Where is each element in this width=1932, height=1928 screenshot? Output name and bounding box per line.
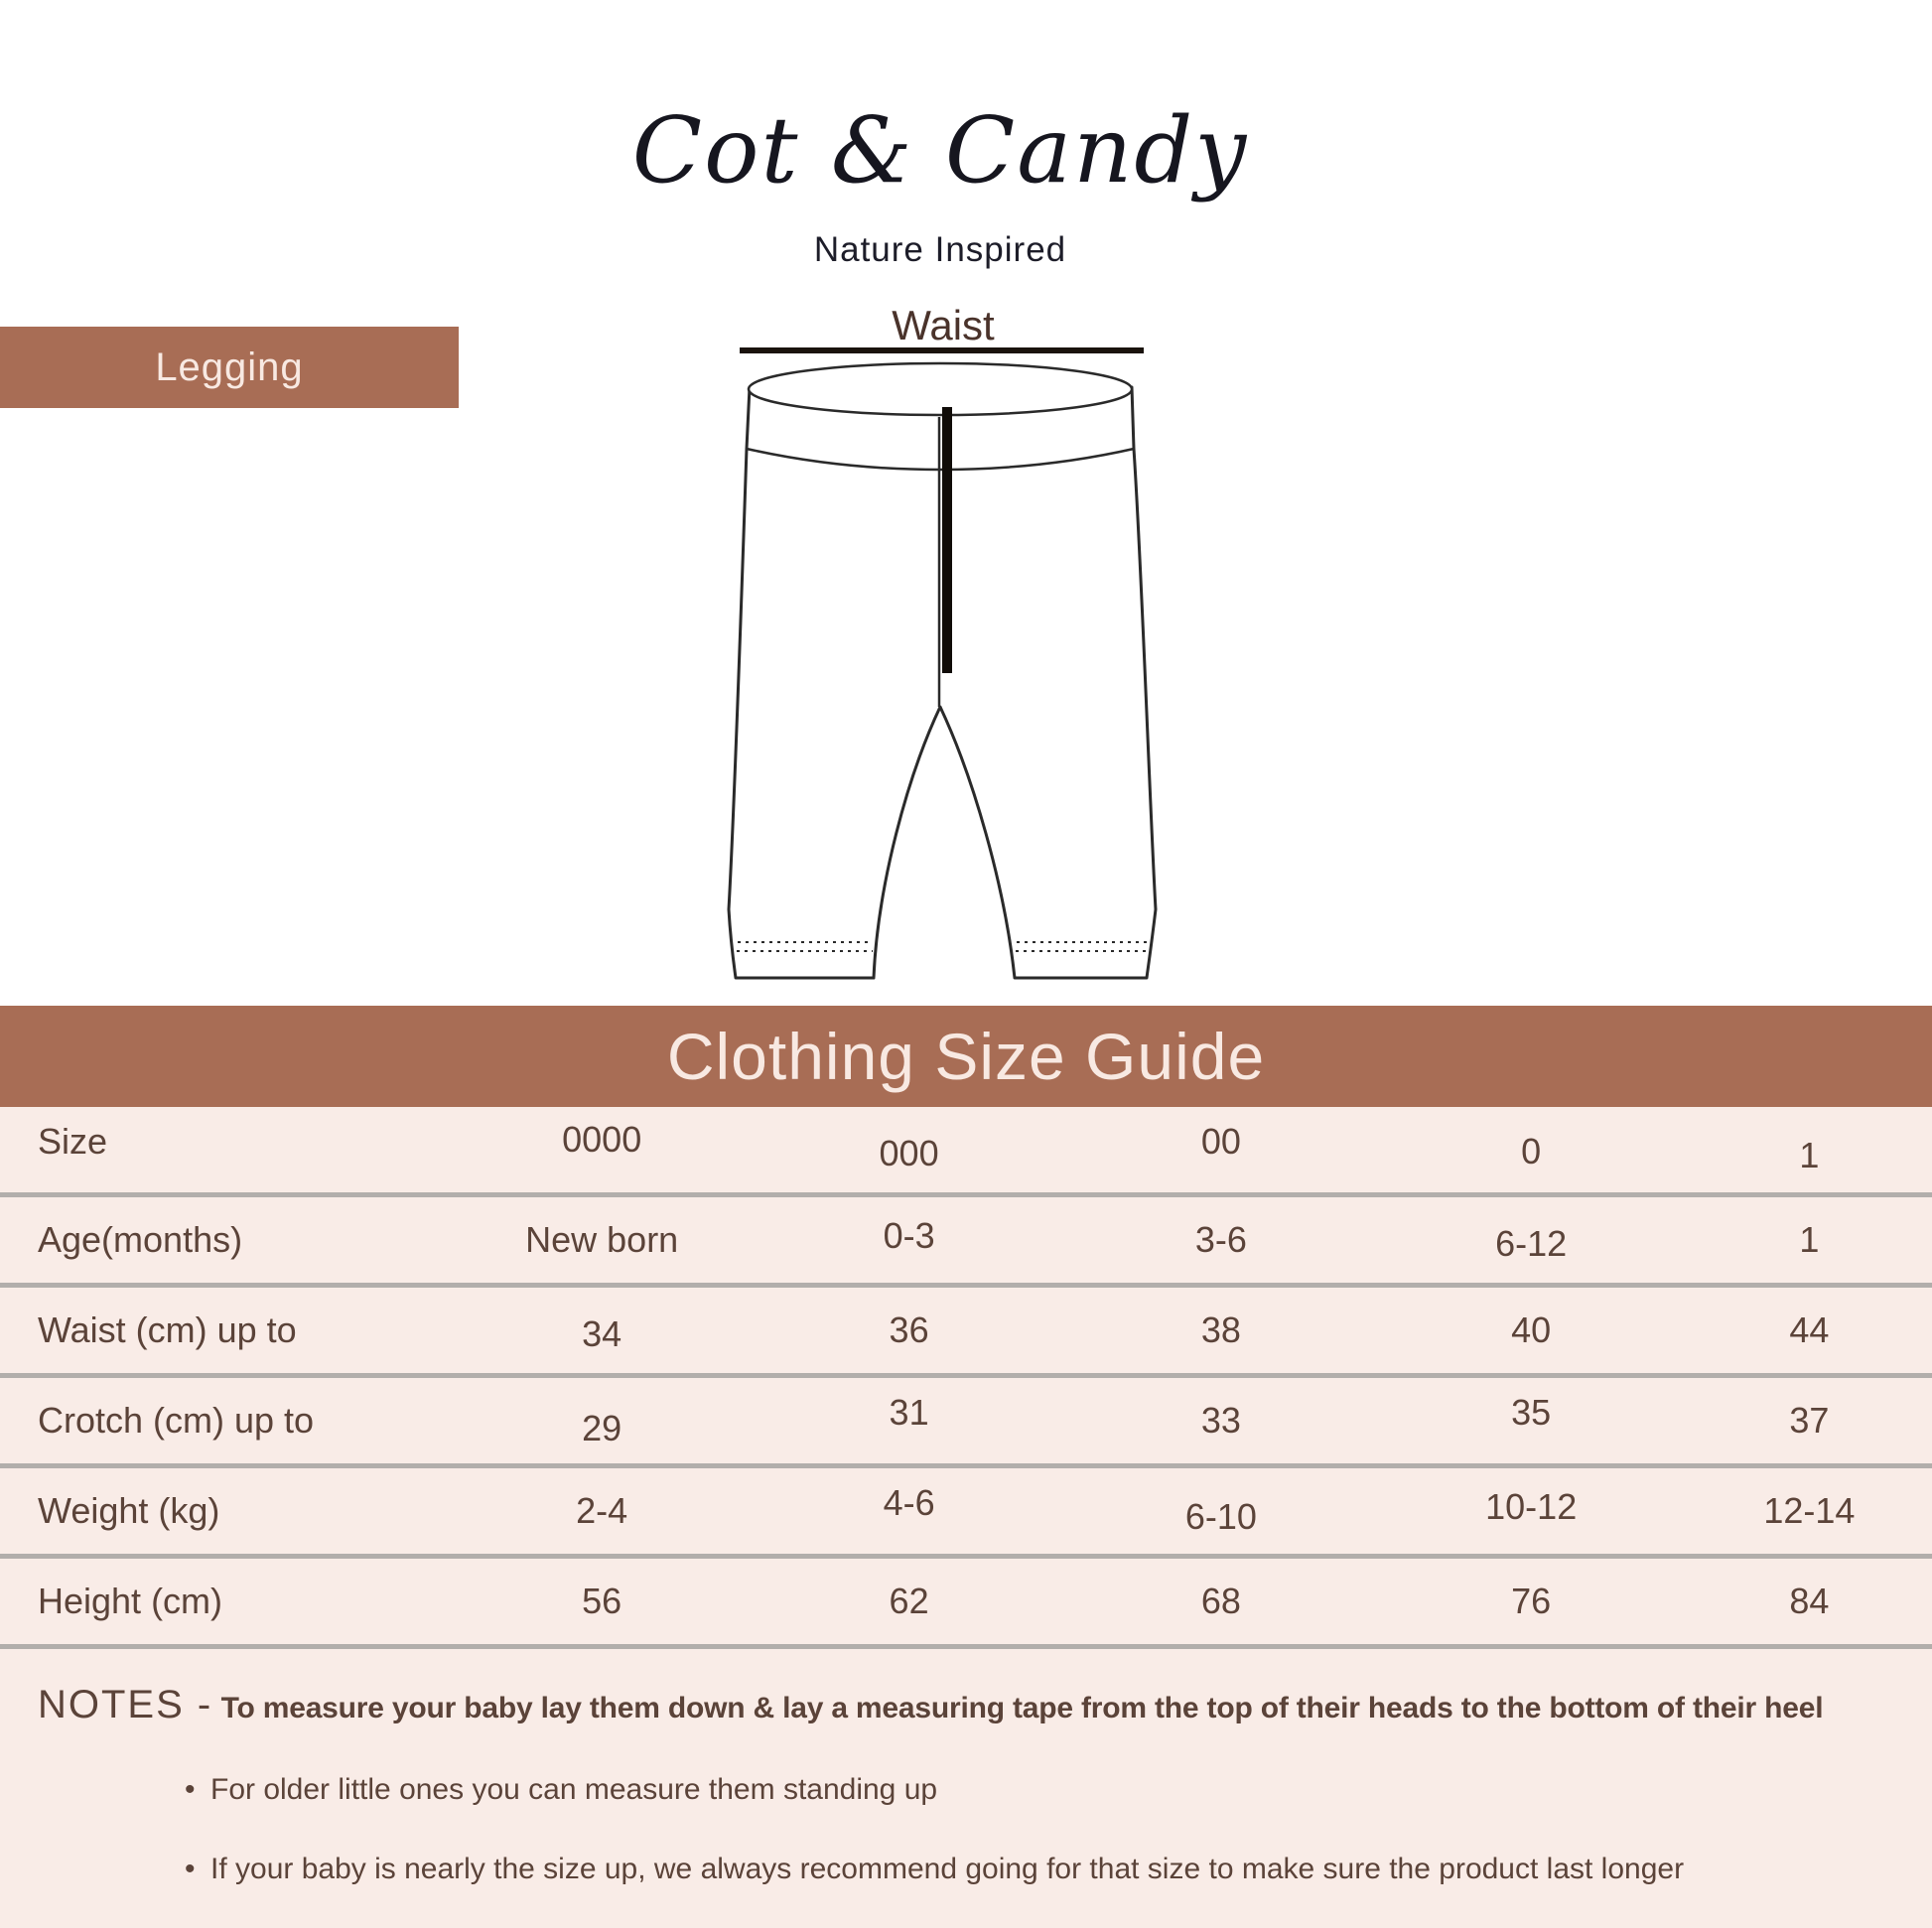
table-row-height: Height (cm) 56 62 68 76 84 (0, 1559, 1932, 1649)
table-cell: 6-10 (1184, 1496, 1257, 1537)
table-row-age: Age(months) New born 0-3 3-6 6-12 1 (0, 1197, 1932, 1288)
notes-bullet: For older little ones you can measure th… (38, 1773, 1922, 1807)
table-row-weight: Weight (kg) 2-4 4-6 6-10 10-12 12-14 (0, 1468, 1932, 1559)
notes-label: NOTES - (38, 1683, 213, 1726)
notes-section: NOTES - To measure your baby lay them do… (0, 1649, 1932, 1886)
row-label: Weight (kg) (38, 1490, 220, 1531)
table-cell: 6-12 (1495, 1223, 1568, 1264)
table-cell: 29 (582, 1408, 622, 1448)
table-cell: 0 (1521, 1131, 1542, 1171)
table-cell: 1 (1799, 1219, 1820, 1260)
size-guide-title-banner: Clothing Size Guide (0, 1006, 1932, 1107)
product-label: Legging (155, 344, 304, 389)
size-guide-table: Size 0000 000 00 0 1 Age(months) New bor… (0, 1107, 1932, 1649)
table-row-crotch: Crotch (cm) up to 29 31 33 35 37 (0, 1378, 1932, 1468)
table-cell: New born (525, 1219, 679, 1260)
notes-headline-line: NOTES - To measure your baby lay them do… (38, 1683, 1922, 1727)
row-label: Size (38, 1121, 108, 1162)
size-guide-section: Clothing Size Guide Size 0000 000 00 0 1… (0, 1006, 1932, 1928)
table-cell: 36 (889, 1309, 929, 1350)
size-guide-title: Clothing Size Guide (666, 1020, 1266, 1093)
table-cell: 2-4 (576, 1490, 628, 1531)
table-cell: 35 (1511, 1392, 1552, 1433)
table-cell: 0-3 (883, 1215, 935, 1256)
table-cell: 44 (1789, 1309, 1830, 1350)
table-cell: 56 (582, 1581, 622, 1621)
brand-tagline: Nature Inspired (813, 230, 1067, 269)
table-cell: 12-14 (1763, 1490, 1856, 1531)
product-label-banner: Legging (0, 327, 459, 408)
table-cell: 1 (1799, 1135, 1820, 1175)
notes-bullet: If your baby is nearly the size up, we a… (38, 1853, 1922, 1886)
table-cell: 62 (889, 1581, 929, 1621)
table-cell: 33 (1200, 1400, 1241, 1441)
table-cell: 00 (1200, 1121, 1241, 1162)
table-cell: 34 (582, 1313, 622, 1354)
table-cell: 000 (879, 1133, 939, 1173)
table-cell: 68 (1200, 1581, 1241, 1621)
notes-bullet-list: For older little ones you can measure th… (38, 1773, 1922, 1886)
notes-headline: To measure your baby lay them down & lay… (220, 1692, 1824, 1724)
waist-measure-label: Waist (892, 302, 995, 348)
table-cell: 84 (1789, 1581, 1830, 1621)
table-row-size: Size 0000 000 00 0 1 (0, 1107, 1932, 1197)
row-label: Waist (cm) up to (38, 1309, 297, 1350)
table-cell: 31 (889, 1392, 929, 1433)
row-label: Age(months) (38, 1219, 243, 1260)
legging-outline (727, 385, 1158, 980)
waistband-top (747, 361, 1134, 417)
table-cell: 40 (1511, 1309, 1552, 1350)
table-cell: 3-6 (1194, 1219, 1247, 1260)
table-cell: 4-6 (883, 1482, 935, 1523)
table-cell: 37 (1789, 1400, 1830, 1441)
table-cell: 76 (1511, 1581, 1552, 1621)
row-label: Crotch (cm) up to (38, 1400, 315, 1441)
table-cell: 0000 (562, 1119, 642, 1160)
legging-diagram (727, 347, 1158, 980)
table-cell: 10-12 (1485, 1486, 1578, 1527)
brand-logo: Cot & Candy (631, 97, 1249, 204)
header-section: Cot & Candy Nature Inspired Legging Wais… (0, 97, 1249, 980)
table-cell: 38 (1200, 1309, 1241, 1350)
table-row-waist: Waist (cm) up to 34 36 38 40 44 (0, 1288, 1932, 1378)
row-label: Height (cm) (38, 1581, 223, 1621)
